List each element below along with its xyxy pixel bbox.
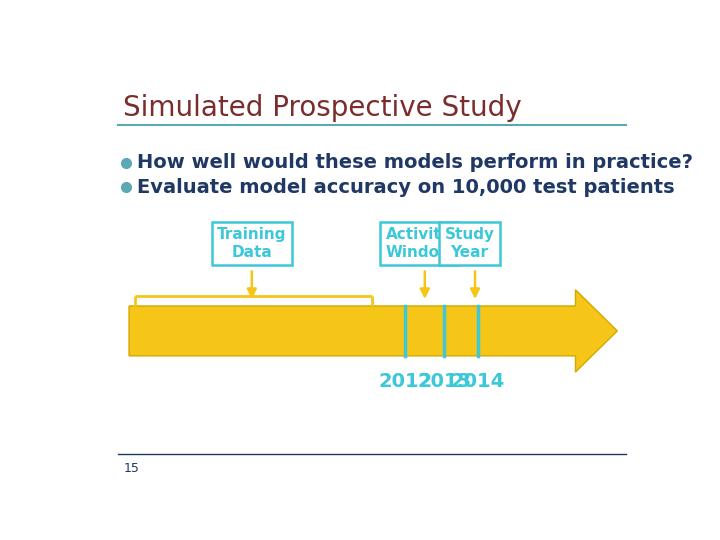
Text: 2014: 2014 xyxy=(451,373,505,392)
Text: 2012: 2012 xyxy=(378,373,433,392)
Text: Training
Data: Training Data xyxy=(217,227,287,260)
FancyArrow shape xyxy=(129,290,617,372)
Text: How well would these models perform in practice?: How well would these models perform in p… xyxy=(138,153,693,172)
Text: Simulated Prospective Study: Simulated Prospective Study xyxy=(124,94,522,122)
Text: 15: 15 xyxy=(124,462,140,475)
Text: 2013: 2013 xyxy=(418,373,472,392)
Text: Evaluate model accuracy on 10,000 test patients: Evaluate model accuracy on 10,000 test p… xyxy=(138,178,675,197)
Text: Activity
Window: Activity Window xyxy=(385,227,454,260)
Text: Study
Year: Study Year xyxy=(444,227,495,260)
